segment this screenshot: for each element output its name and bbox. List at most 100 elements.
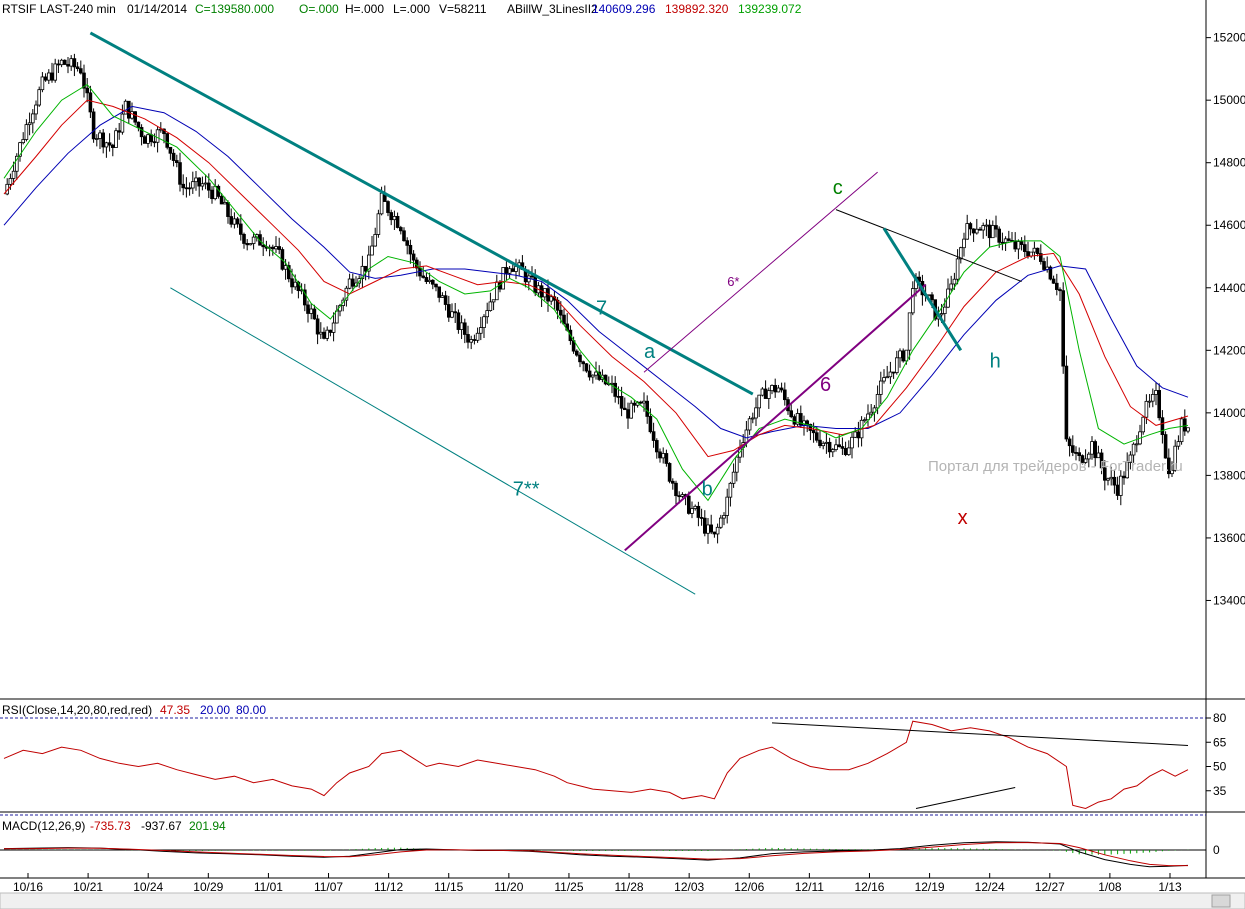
candle-body xyxy=(975,228,979,234)
candle-body xyxy=(456,312,461,330)
candle xyxy=(1019,237,1024,251)
candle-body xyxy=(72,58,77,68)
rsi-tick-label: 35 xyxy=(1213,784,1227,798)
candle-body xyxy=(1167,457,1171,475)
candle-body xyxy=(623,407,627,411)
candle xyxy=(120,104,125,135)
candle xyxy=(1163,431,1168,459)
candle xyxy=(478,316,483,341)
candle-body xyxy=(1000,241,1005,244)
candle-body xyxy=(139,127,144,138)
candle xyxy=(293,274,297,290)
candle-body xyxy=(853,431,857,438)
candle xyxy=(373,227,377,247)
candle-body xyxy=(591,374,595,378)
candle-body xyxy=(706,524,710,534)
candle xyxy=(1173,439,1178,472)
candle-body xyxy=(1112,476,1117,486)
candle-body xyxy=(59,59,64,66)
candle xyxy=(971,228,976,242)
blue-line-value: 140609.296 xyxy=(592,2,656,16)
candle-body xyxy=(642,400,646,404)
candle-body xyxy=(1023,244,1027,252)
candle-body xyxy=(114,130,118,148)
candle-body xyxy=(770,384,774,392)
candle xyxy=(66,57,70,74)
candle-body xyxy=(146,134,150,144)
candle xyxy=(398,225,403,235)
scroll-thumb[interactable] xyxy=(1211,894,1231,908)
candle-body xyxy=(488,301,493,312)
candle-body xyxy=(891,371,896,374)
rsi-tick-label: 50 xyxy=(1213,760,1227,774)
candle-body xyxy=(1183,418,1187,432)
candle-body xyxy=(475,332,480,341)
candle xyxy=(715,523,720,544)
candle-body xyxy=(27,122,32,126)
candle-body xyxy=(101,132,106,148)
candle-body xyxy=(472,339,477,341)
price-tick-label: 13400 xyxy=(1213,593,1245,607)
candle xyxy=(142,134,147,144)
candle xyxy=(693,504,697,511)
candle xyxy=(1160,410,1165,444)
candle xyxy=(462,318,467,344)
candle xyxy=(869,404,873,418)
trend-line-6 xyxy=(624,283,927,552)
candle-body xyxy=(328,329,333,333)
candle xyxy=(389,209,393,226)
candle-body xyxy=(286,265,291,280)
candle-body xyxy=(763,388,768,399)
candle-body xyxy=(315,318,320,335)
candle-body xyxy=(952,278,957,285)
candle xyxy=(318,322,323,339)
candle xyxy=(238,214,243,241)
candle-body xyxy=(616,395,621,398)
candle xyxy=(1119,470,1123,506)
candle xyxy=(1074,446,1078,461)
candle-body xyxy=(754,407,758,419)
candle-body xyxy=(837,444,841,447)
candle-body xyxy=(997,228,1001,243)
ma-green-line xyxy=(3,83,1189,502)
candle-body xyxy=(978,228,982,231)
candle-body xyxy=(232,218,237,225)
candle xyxy=(424,272,429,285)
candle-body xyxy=(1186,427,1190,432)
candle-body xyxy=(79,68,83,74)
candle xyxy=(827,437,832,458)
candle-body xyxy=(1013,240,1017,250)
candle-body xyxy=(331,322,336,333)
candle xyxy=(1039,244,1043,265)
candle xyxy=(59,58,64,68)
candle-body xyxy=(69,58,74,67)
candle-body xyxy=(104,142,109,148)
candle xyxy=(895,350,899,375)
candle xyxy=(882,369,886,384)
candle-body xyxy=(703,517,707,534)
candle-body xyxy=(491,299,496,303)
candle xyxy=(24,119,29,142)
candle xyxy=(200,176,205,191)
candle-body xyxy=(840,446,845,449)
candle-body xyxy=(1029,251,1034,257)
rsi-line xyxy=(3,720,1189,810)
candle xyxy=(901,348,905,363)
candle xyxy=(440,292,445,298)
candle-body xyxy=(648,416,653,433)
candle xyxy=(178,152,182,192)
candle xyxy=(302,283,307,312)
candle xyxy=(360,255,365,289)
candle xyxy=(1131,442,1136,463)
candle xyxy=(197,177,202,197)
time-tick-label: 12/16 xyxy=(854,880,884,894)
candle xyxy=(181,174,186,196)
candle xyxy=(795,408,800,427)
candle xyxy=(1103,460,1107,491)
horizontal-scrollbar[interactable] xyxy=(0,892,1245,909)
macd-label: MACD(12,26,9) xyxy=(2,819,85,833)
candle xyxy=(655,438,659,459)
candle-body xyxy=(869,411,873,415)
candle xyxy=(866,404,870,427)
candle xyxy=(1106,477,1110,486)
